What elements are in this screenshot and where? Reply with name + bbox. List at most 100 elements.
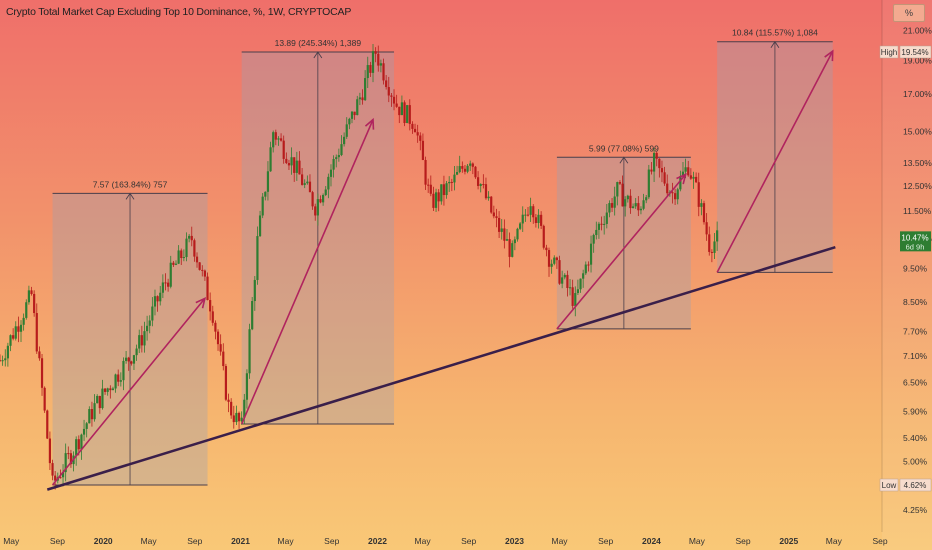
x-tick-label: Sep <box>461 536 476 546</box>
candle-body <box>190 235 193 241</box>
candle-body <box>75 439 78 456</box>
y-tick-label: 7.10% <box>903 351 928 361</box>
candle-body <box>245 373 249 400</box>
current-price-countdown: 6d 9h <box>906 242 925 251</box>
candle-body <box>466 165 469 172</box>
candle-body <box>350 111 354 119</box>
candle-body <box>413 128 417 133</box>
measure-box-vhead <box>619 156 629 164</box>
price-level-tag-label: High <box>881 48 897 57</box>
candle-body <box>624 199 627 207</box>
y-tick-label: 5.00% <box>903 456 928 466</box>
price-level-tag-value-bg <box>899 45 932 59</box>
candle-body <box>82 428 86 435</box>
candle-body <box>626 195 629 200</box>
candle-body <box>595 229 598 236</box>
candle-body <box>519 223 522 229</box>
x-tick-label: 2020 <box>94 536 113 546</box>
candle-body <box>545 247 548 251</box>
candle-body <box>216 331 220 345</box>
candle-body <box>639 208 643 211</box>
candle-body <box>574 293 577 306</box>
candle-body <box>240 417 243 422</box>
candle-body <box>689 175 692 179</box>
candle-body <box>306 181 309 184</box>
candle-body <box>329 169 333 177</box>
candle-body <box>109 388 112 391</box>
candle-body <box>534 217 537 223</box>
x-tick-label: 2025 <box>779 536 798 546</box>
y-tick-label: 21.00% <box>903 25 932 35</box>
candle-body <box>382 63 385 81</box>
trend-arrow-head <box>195 297 207 309</box>
candle-body <box>511 243 514 257</box>
candle-body <box>513 239 516 244</box>
x-axis: May Sep 2020 May Sep 2021 May Sep 2022 May Sep 2023… <box>3 536 888 546</box>
candle-body <box>408 105 411 124</box>
candle-body <box>130 361 133 364</box>
candle-body <box>621 183 624 207</box>
candle-body <box>660 168 664 173</box>
candle-body <box>416 132 419 136</box>
candle-body <box>64 453 67 473</box>
candle-body <box>25 302 28 318</box>
candles <box>0 43 719 490</box>
candle-body <box>6 345 9 359</box>
candle-body <box>164 282 167 284</box>
measure-box-vhead <box>313 51 323 59</box>
candle-body <box>647 169 650 198</box>
candle-body <box>616 182 619 197</box>
candle-body <box>219 344 222 352</box>
candle-body <box>579 278 582 290</box>
candle-body <box>135 348 138 356</box>
candle-body <box>316 199 319 216</box>
candle-body <box>14 326 17 339</box>
candle-body <box>227 399 230 402</box>
candle-body <box>374 51 377 54</box>
candle-body <box>445 183 448 196</box>
candle-body <box>563 274 566 278</box>
candle-body <box>124 357 128 361</box>
candle-body <box>495 216 498 218</box>
candle-body <box>587 264 590 266</box>
candle-body <box>103 388 107 392</box>
candle-body <box>708 234 711 252</box>
candle-body <box>46 410 49 439</box>
x-tick-label: May <box>689 536 706 546</box>
x-tick-label: May <box>3 536 20 546</box>
candle-body <box>476 177 480 186</box>
candle-body <box>88 409 91 424</box>
candle-body <box>676 189 679 200</box>
candle-body <box>253 279 256 302</box>
candle-body <box>432 193 435 208</box>
unit-toggle-button[interactable]: % <box>893 4 925 22</box>
x-tick-label: Sep <box>187 536 202 546</box>
trend-arrow-head <box>824 49 834 62</box>
candle-body <box>117 374 120 382</box>
candle-body <box>203 270 206 277</box>
candle-body <box>492 212 495 217</box>
candle-body <box>526 214 530 216</box>
candle-body <box>377 53 380 66</box>
candle-body <box>364 78 367 101</box>
candle-body <box>180 250 183 259</box>
candle-body <box>713 241 716 253</box>
candle-body <box>655 152 658 159</box>
candle-body <box>85 423 88 429</box>
candle-body <box>77 439 80 450</box>
candle-body <box>146 325 149 332</box>
candle-body <box>427 184 430 186</box>
candle-body <box>159 292 162 302</box>
candle-body <box>243 399 246 418</box>
candle-body <box>503 228 506 241</box>
candle-body <box>366 65 369 79</box>
candle-body <box>371 51 375 73</box>
candle-body <box>151 306 154 321</box>
candle-body <box>540 214 543 226</box>
candle-body <box>461 166 464 169</box>
candle-body <box>30 290 33 294</box>
measure-labels: 7.57 (163.84%) 757 13.89 (245.34%) 1,389 5… <box>93 28 818 190</box>
candle-body <box>303 183 306 185</box>
